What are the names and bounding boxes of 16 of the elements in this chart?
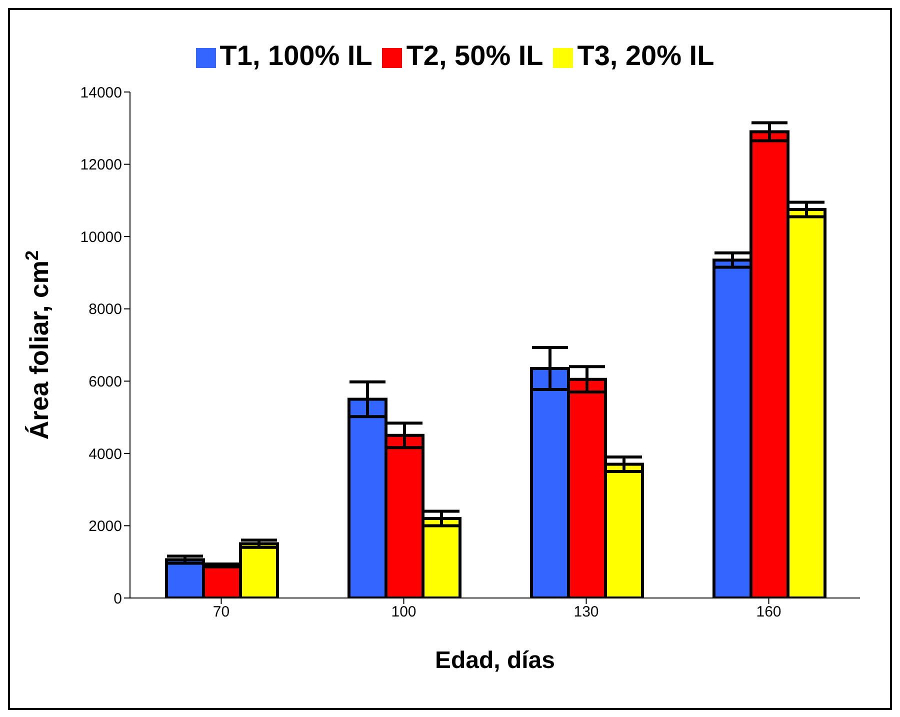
y-tick-label: 6000 xyxy=(88,373,122,390)
legend-label: T1, 100% IL xyxy=(220,40,372,71)
x-tick-label: 130 xyxy=(574,604,599,621)
y-tick-label: 10000 xyxy=(80,228,122,246)
y-tick-label: 14000 xyxy=(80,84,122,102)
legend-label: T3, 20% IL xyxy=(577,40,714,71)
y-tick-label: 4000 xyxy=(88,446,122,463)
x-tick-label: 160 xyxy=(756,604,782,621)
y-tick-label: 0 xyxy=(114,590,122,608)
y-tick-label: 2000 xyxy=(88,518,122,536)
x-axis-title: Edad, días xyxy=(434,647,556,674)
y-tick-label: 8000 xyxy=(88,301,122,318)
legend-label: T2, 50% IL xyxy=(406,40,544,71)
x-tick-label: 100 xyxy=(391,604,416,621)
x-tick-label: 70 xyxy=(212,604,230,621)
y-tick-label: 12000 xyxy=(80,156,122,174)
